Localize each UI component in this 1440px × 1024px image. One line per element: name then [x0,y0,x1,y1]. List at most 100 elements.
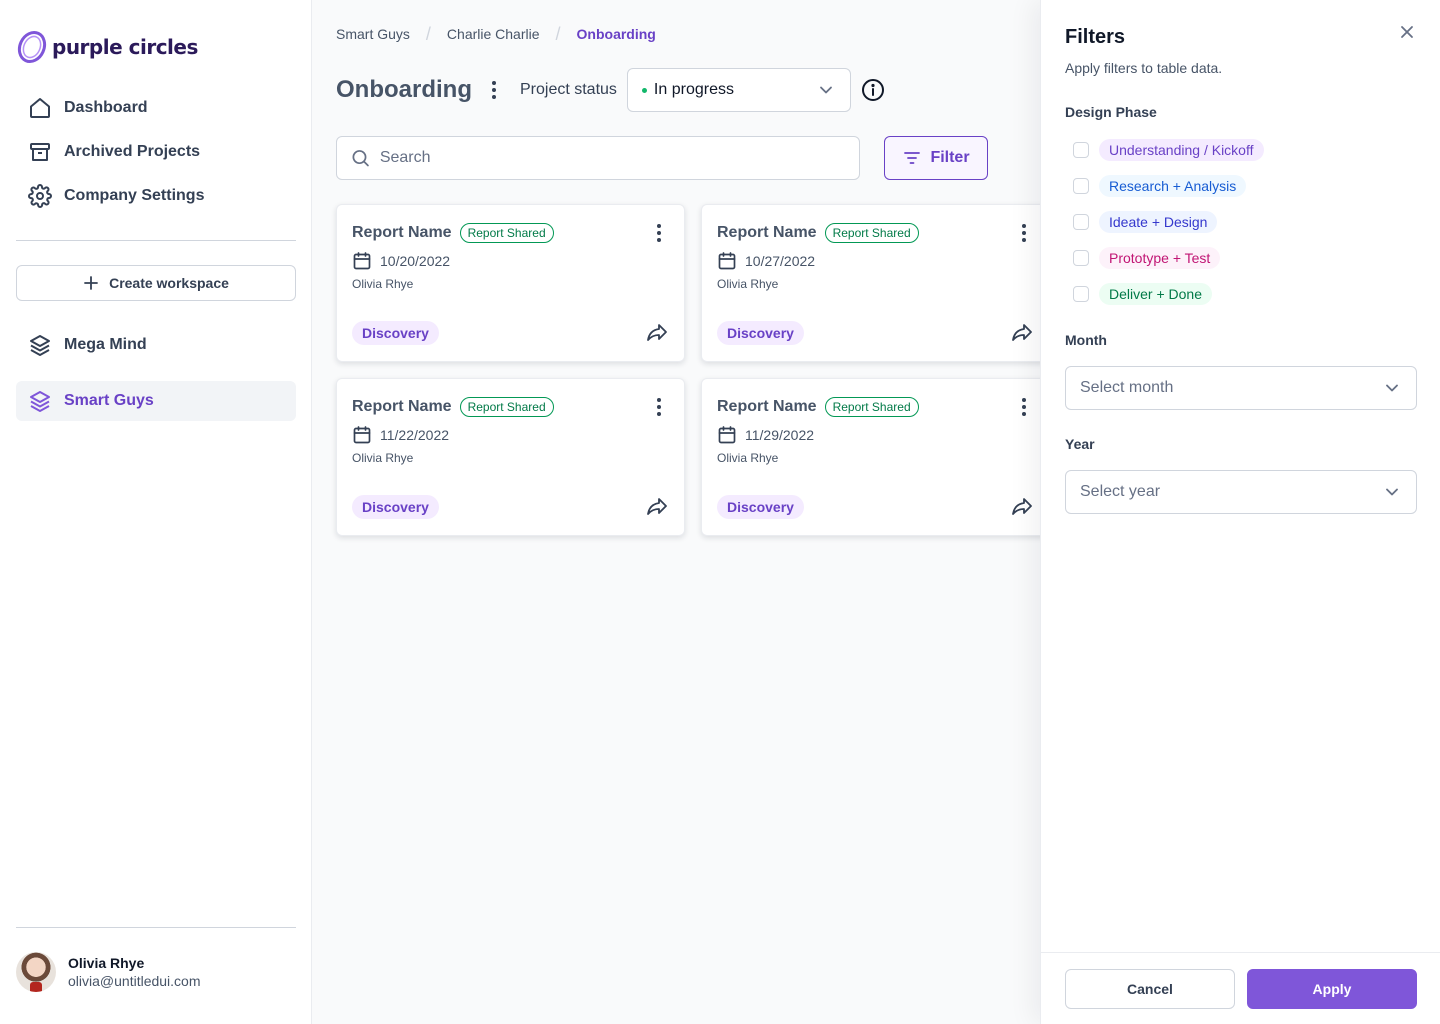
phase-checkbox[interactable] [1073,178,1089,194]
filters-subtitle: Apply filters to table data. [1065,60,1223,76]
year-label: Year [1065,436,1095,452]
chevron-down-icon [1386,384,1398,392]
phase-tag: Understanding / Kickoff [1099,139,1264,161]
workspace-item-mega-mind[interactable]: Mega Mind [16,325,296,365]
year-select[interactable]: Select year [1065,470,1417,514]
breadcrumb-item[interactable]: Smart Guys [336,26,410,42]
phase-option[interactable]: Understanding / Kickoff [1073,138,1264,162]
phase-option[interactable]: Deliver + Done [1073,282,1264,306]
report-date: 10/20/2022 [380,253,451,269]
create-workspace-label: Create workspace [109,275,229,291]
search-input-wrapper[interactable] [336,136,860,180]
phase-tag: Ideate + Design [1099,211,1218,233]
nav-item-dashboard[interactable]: Dashboard [16,86,296,130]
breadcrumb: Smart Guys / Charlie Charlie / Onboardin… [336,24,656,44]
sidebar-divider [16,927,296,928]
status-badge: Report Shared [459,397,554,417]
report-title: Report Name [352,224,452,241]
close-button[interactable] [1395,20,1419,44]
more-options-icon[interactable] [484,78,504,102]
project-status-label: Project status [519,81,617,98]
page-header: Onboarding Project status In progress [336,68,885,112]
phase-tag: Discovery [717,321,804,345]
user-email: olivia@untitledui.com [68,973,201,989]
nav-item-label: Dashboard [64,99,148,116]
nav-item-label: Archived Projects [64,143,201,160]
workspace-item-smart-guys[interactable]: Smart Guys [16,381,296,421]
card-menu-icon[interactable] [649,221,669,245]
card-menu-icon[interactable] [1014,395,1034,419]
report-date: 11/29/2022 [745,427,815,443]
filter-lines-icon [904,152,921,164]
filter-button[interactable]: Filter [884,136,988,180]
share-icon[interactable] [645,495,669,519]
report-owner: Olivia Rhye [352,277,414,291]
report-owner: Olivia Rhye [717,451,779,465]
card-menu-icon[interactable] [1014,221,1034,245]
workspace-label: Smart Guys [64,392,154,409]
status-dot-icon [641,87,647,93]
card-menu-icon[interactable] [649,395,669,419]
calendar-icon [353,426,371,444]
cancel-button[interactable]: Cancel [1065,969,1235,1009]
nav-item-label: Company Settings [64,187,205,204]
layers-icon [30,335,50,356]
main-nav: Dashboard Archived Projects Company Sett… [16,86,296,218]
workspace-list: Mega Mind Smart Guys [16,325,296,437]
share-icon[interactable] [1010,321,1034,345]
report-card[interactable]: Report Name Report Shared 11/22/2022 Oli… [336,378,685,536]
sidebar-divider [16,240,296,241]
layers-icon [30,391,50,412]
phase-tag: Prototype + Test [1099,247,1221,269]
month-label: Month [1065,332,1107,348]
gear-icon [28,184,52,208]
breadcrumb-separator: / [425,23,431,44]
month-select-placeholder: Select month [1080,379,1174,396]
user-profile[interactable]: Olivia Rhye olivia@untitledui.com [16,952,201,992]
phase-tag: Research + Analysis [1099,175,1247,197]
nav-item-archived-projects[interactable]: Archived Projects [16,130,296,174]
design-phase-label: Design Phase [1065,104,1157,120]
breadcrumb-separator: / [555,23,561,44]
report-card[interactable]: Report Name Report Shared 10/20/2022 Oli… [336,204,685,362]
breadcrumb-item[interactable]: Charlie Charlie [446,26,540,42]
report-title: Report Name [352,398,452,415]
purple-circles-logo-icon [17,30,47,64]
calendar-icon [353,252,371,270]
report-card[interactable]: Report Name Report Shared 10/27/2022 Oli… [701,204,1050,362]
search-input[interactable] [379,149,845,167]
calendar-icon [718,426,736,444]
breadcrumb-current[interactable]: Onboarding [576,26,656,42]
share-icon[interactable] [645,321,669,345]
brand-logo[interactable]: purple circles [16,30,198,64]
month-select[interactable]: Select month [1065,366,1417,410]
design-phase-options: Understanding / Kickoff Research + Analy… [1073,138,1264,318]
chevron-down-icon [1386,488,1398,496]
phase-tag: Deliver + Done [1099,283,1212,305]
filters-title: Filters [1065,26,1126,48]
user-name: Olivia Rhye [68,955,145,971]
avatar [16,952,56,992]
filter-button-label: Filter [930,149,970,166]
create-workspace-button[interactable]: Create workspace [16,265,296,301]
phase-checkbox[interactable] [1073,214,1089,230]
year-select-placeholder: Select year [1080,483,1161,500]
phase-checkbox[interactable] [1073,142,1089,158]
apply-button[interactable]: Apply [1247,969,1417,1009]
share-icon[interactable] [1010,495,1034,519]
brand-name: purple circles [52,35,198,59]
report-date: 11/22/2022 [380,427,450,443]
nav-item-company-settings[interactable]: Company Settings [16,174,296,218]
info-icon[interactable] [861,78,885,102]
phase-option[interactable]: Research + Analysis [1073,174,1264,198]
report-card[interactable]: Report Name Report Shared 11/29/2022 Oli… [701,378,1050,536]
phase-option[interactable]: Ideate + Design [1073,210,1264,234]
phase-option[interactable]: Prototype + Test [1073,246,1264,270]
phase-checkbox[interactable] [1073,286,1089,302]
archive-icon [30,143,50,161]
phase-checkbox[interactable] [1073,250,1089,266]
page-title: Onboarding [336,76,472,103]
project-status-select[interactable]: In progress [626,68,851,112]
status-badge: Report Shared [824,223,919,243]
phase-tag: Discovery [352,495,439,519]
